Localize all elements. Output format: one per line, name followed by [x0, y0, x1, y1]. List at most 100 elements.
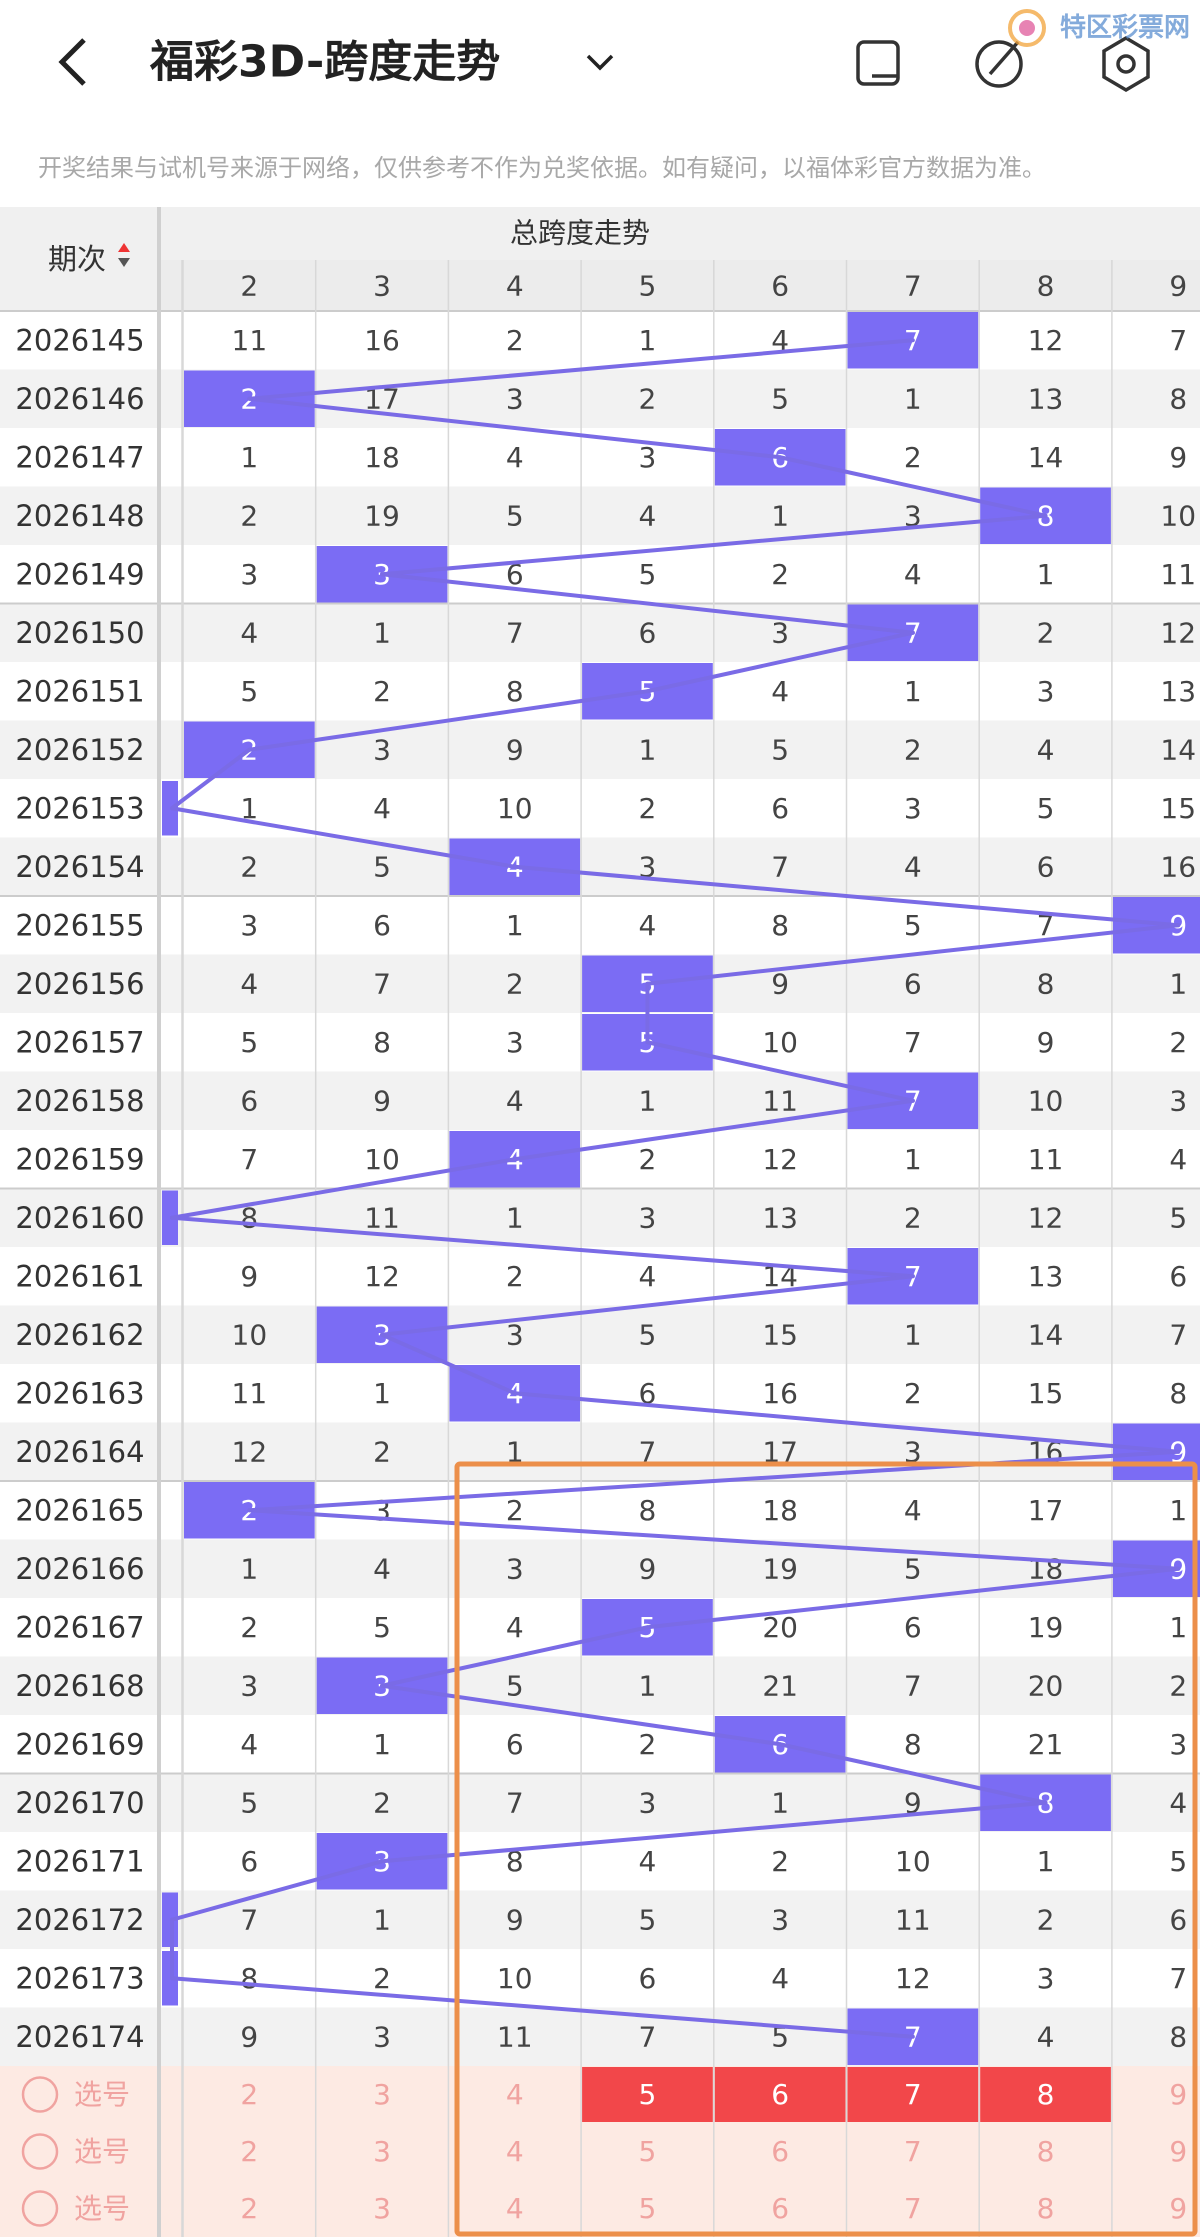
miss-count: 4 [639, 1845, 657, 1878]
issue-number: 2026159 [15, 1142, 144, 1176]
miss-count: 8 [771, 909, 789, 942]
row-bg [0, 1071, 1200, 1130]
pick-number[interactable]: 4 [506, 2135, 524, 2168]
pick-number[interactable]: 2 [240, 2135, 258, 2168]
pick-number[interactable]: 9 [1169, 2192, 1187, 2225]
miss-count: 8 [373, 1026, 391, 1059]
miss-count: 4 [1169, 1786, 1187, 1819]
miss-count: 6 [1169, 1260, 1187, 1293]
miss-count: 2 [240, 499, 258, 532]
group-header: 总跨度走势 [510, 217, 650, 250]
issue-number: 2026152 [15, 733, 144, 767]
back-button[interactable] [58, 38, 86, 86]
miss-count: 5 [240, 675, 258, 708]
pick-number[interactable]: 2 [240, 2192, 258, 2225]
column-header: 4 [506, 270, 524, 303]
trend-line [512, 1098, 915, 1162]
miss-count: 2 [373, 675, 391, 708]
issue-number: 2026148 [15, 499, 144, 533]
pick-number[interactable]: 9 [1169, 2135, 1187, 2168]
pick-toggle[interactable] [21, 2076, 59, 2113]
issue-number: 2026167 [15, 1610, 144, 1644]
miss-count: 20 [762, 1611, 798, 1644]
trend-line [645, 630, 915, 694]
device-icon[interactable] [856, 40, 900, 86]
miss-count: 21 [1028, 1728, 1064, 1761]
miss-count: 2 [904, 733, 922, 766]
miss-count: 1 [506, 1201, 524, 1234]
issue-number: 2026163 [15, 1376, 144, 1410]
row-bg [0, 1715, 1200, 1774]
miss-count: 10 [497, 1962, 533, 1995]
row-bg [0, 369, 1200, 428]
miss-count: 3 [506, 1318, 524, 1351]
pick-number[interactable]: 8 [1037, 2078, 1055, 2111]
pick-number[interactable]: 6 [771, 2078, 789, 2111]
issue-number: 2026168 [15, 1669, 144, 1703]
miss-count: 19 [364, 499, 400, 532]
pick-number[interactable]: 2 [240, 2078, 258, 2111]
miss-count: 2 [506, 324, 524, 357]
pick-number[interactable]: 6 [771, 2192, 789, 2225]
miss-count: 8 [1169, 2020, 1187, 2053]
miss-count: 2 [506, 1260, 524, 1293]
issue-number: 2026146 [15, 382, 144, 416]
miss-count: 5 [506, 1669, 524, 1702]
issue-divider [157, 207, 161, 2237]
miss-count: 4 [240, 616, 258, 649]
pick-number[interactable]: 6 [771, 2135, 789, 2168]
miss-count: 8 [506, 1845, 524, 1878]
miss-count: 1 [373, 1903, 391, 1936]
pick-toggle[interactable] [21, 2190, 59, 2227]
miss-count: 8 [639, 1494, 657, 1527]
issue-number: 2026171 [15, 1844, 144, 1878]
pick-label: 选号 [74, 2078, 130, 2111]
miss-count: 7 [904, 1026, 922, 1059]
trend-line [170, 1215, 915, 1279]
miss-count: 9 [373, 1084, 391, 1117]
miss-count: 1 [506, 1435, 524, 1468]
pick-number[interactable]: 5 [639, 2135, 657, 2168]
pick-number[interactable]: 8 [1037, 2192, 1055, 2225]
pick-number[interactable]: 7 [904, 2192, 922, 2225]
miss-count: 11 [1160, 558, 1196, 591]
miss-count: 5 [771, 382, 789, 415]
row-bg [0, 1305, 1200, 1364]
miss-count: 1 [1037, 558, 1055, 591]
pick-number[interactable]: 7 [904, 2078, 922, 2111]
miss-count: 4 [240, 1728, 258, 1761]
pick-number[interactable]: 5 [639, 2192, 657, 2225]
miss-count: 4 [240, 967, 258, 1000]
pick-number[interactable]: 3 [373, 2078, 391, 2111]
issue-number: 2026154 [15, 850, 144, 884]
miss-count: 2 [1169, 1026, 1187, 1059]
pick-number[interactable]: 3 [373, 2135, 391, 2168]
column-header: 6 [771, 270, 789, 303]
trend-line [170, 1859, 385, 1922]
miss-count: 2 [639, 382, 657, 415]
pick-number[interactable]: 4 [506, 2078, 524, 2111]
miss-count: 3 [373, 2020, 391, 2053]
logo-dot [1019, 20, 1035, 36]
pick-number[interactable]: 7 [904, 2135, 922, 2168]
issue-number: 2026165 [15, 1493, 144, 1527]
miss-count: 6 [904, 1611, 922, 1644]
settings-icon[interactable] [1102, 35, 1150, 93]
title-dropdown[interactable] [586, 54, 614, 71]
pick-toggle[interactable] [21, 2133, 59, 2170]
issue-number: 2026160 [15, 1201, 144, 1235]
miss-count: 3 [1169, 1728, 1187, 1761]
miss-count: 4 [506, 1611, 524, 1644]
pick-number[interactable]: 5 [639, 2078, 657, 2111]
miss-count: 20 [1028, 1669, 1064, 1702]
pick-number[interactable]: 4 [506, 2192, 524, 2225]
miss-count: 6 [904, 967, 922, 1000]
trend-line [778, 1742, 1048, 1805]
trend-line [247, 689, 650, 752]
miss-count: 6 [1169, 1903, 1187, 1936]
pick-number[interactable]: 3 [373, 2192, 391, 2225]
pick-number[interactable]: 9 [1169, 2078, 1187, 2111]
pick-number[interactable]: 8 [1037, 2135, 1055, 2168]
issue-number: 2026174 [15, 2020, 144, 2054]
edit-icon[interactable] [975, 40, 1023, 88]
